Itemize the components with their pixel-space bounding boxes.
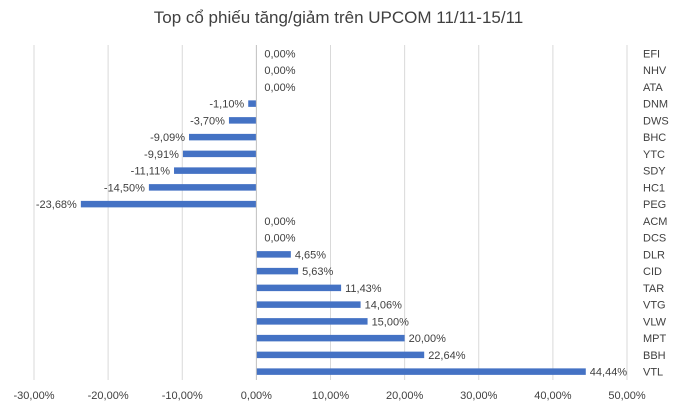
category-label: EFI xyxy=(643,48,660,60)
bar xyxy=(256,368,586,375)
category-label: NHV xyxy=(643,65,667,77)
bar xyxy=(228,117,257,124)
data-label: -23,68% xyxy=(36,199,77,211)
data-label: 44,44% xyxy=(590,367,628,379)
data-label: -11,11% xyxy=(131,166,171,178)
x-tick-label: -30,00% xyxy=(14,390,55,402)
data-label: -14,50% xyxy=(104,182,145,194)
chart-title: Top cổ phiếu tăng/giảm trên UPCOM 11/11-… xyxy=(153,8,524,27)
x-tick-label: -10,00% xyxy=(162,390,203,402)
category-label: HC1 xyxy=(643,182,665,194)
x-tick-label: 0,00% xyxy=(241,390,272,402)
x-tick-label: 20,00% xyxy=(386,390,424,402)
category-label: YTC xyxy=(643,149,665,161)
category-label: PEG xyxy=(643,199,666,211)
data-label: 11,43% xyxy=(345,283,382,295)
data-label: -1,10% xyxy=(209,99,244,111)
data-label: -9,09% xyxy=(150,132,185,144)
category-label: TAR xyxy=(643,283,664,295)
bar xyxy=(148,184,257,191)
data-label: 0,00% xyxy=(264,48,295,60)
category-label: BBH xyxy=(643,350,666,362)
category-label: DCS xyxy=(643,233,666,245)
data-label: 0,00% xyxy=(264,233,295,245)
data-label: -3,70% xyxy=(190,115,225,127)
category-label: DWS xyxy=(643,115,669,127)
data-label: 15,00% xyxy=(372,316,410,328)
data-label: 0,00% xyxy=(264,82,295,94)
x-tick-label: 40,00% xyxy=(534,390,572,402)
data-label: -9,91% xyxy=(144,149,179,161)
category-label: VTG xyxy=(643,300,666,312)
data-label: 5,63% xyxy=(302,266,333,278)
category-label: CID xyxy=(643,266,662,278)
bar xyxy=(80,200,257,208)
bar xyxy=(256,351,425,359)
data-label: 20,00% xyxy=(409,333,447,345)
bar xyxy=(248,100,257,107)
data-label: 4,65% xyxy=(295,249,326,261)
bar xyxy=(256,318,368,325)
category-label: MPT xyxy=(643,333,667,345)
category-label: DLR xyxy=(643,249,665,261)
bar xyxy=(182,150,257,158)
bar xyxy=(256,284,342,292)
x-tick-label: 10,00% xyxy=(312,390,350,402)
bar xyxy=(256,334,405,342)
category-label: BHC xyxy=(643,132,666,144)
category-label: DNM xyxy=(643,99,668,111)
x-tick-label: -20,00% xyxy=(88,390,129,402)
bar xyxy=(174,167,257,174)
bar xyxy=(256,267,299,275)
data-label: 0,00% xyxy=(264,65,295,77)
category-label: ATA xyxy=(643,82,663,94)
bar xyxy=(256,251,291,258)
category-label: VLW xyxy=(643,316,667,328)
x-tick-label: 30,00% xyxy=(460,390,498,402)
x-tick-label: 50,00% xyxy=(608,390,646,402)
bar xyxy=(188,133,257,141)
data-label: 22,64% xyxy=(428,350,466,362)
bar xyxy=(256,301,361,308)
category-label: VTL xyxy=(643,367,663,379)
category-label: ACM xyxy=(643,216,667,228)
data-label: 0,00% xyxy=(264,216,295,228)
category-label: SDY xyxy=(643,166,666,178)
data-label: 14,06% xyxy=(365,300,403,312)
